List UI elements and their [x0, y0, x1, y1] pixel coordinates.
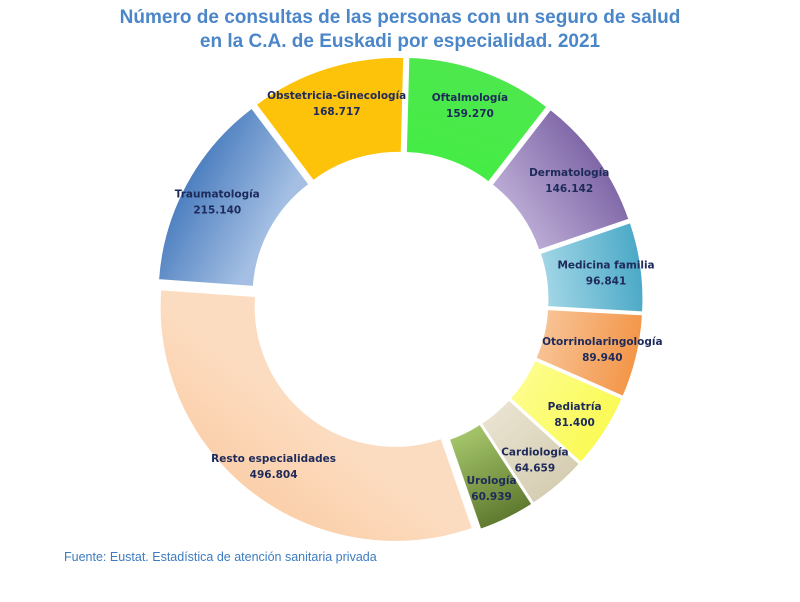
slice-traumatologia: [158, 107, 310, 287]
slice-obstetricia-ginecologia: [255, 56, 405, 182]
slice-value-otorrinolaringologia: 89.940: [582, 352, 623, 364]
slice-pediatria: [509, 359, 623, 463]
slice-label-resto-especialidades: Resto especialidades: [211, 453, 336, 465]
slice-label-dermatologia: Dermatología: [529, 167, 609, 179]
slice-label-medicina-familia: Medicina familia: [557, 260, 654, 272]
slice-label-urologia: Urología: [467, 475, 517, 487]
slice-medicina-familia: [539, 222, 644, 313]
slice-value-urologia: 60.939: [471, 491, 512, 503]
donut-labels: Oftalmología 159.270 Dermatología 146.142 Me…: [175, 90, 663, 503]
slice-cardiologia: [480, 399, 580, 504]
slice-label-cardiologia: Cardiología: [501, 446, 568, 458]
slice-otorrinolaringologia: [535, 309, 643, 397]
slice-resto-especialidades: [159, 289, 473, 542]
slice-dermatologia: [491, 108, 630, 251]
slice-value-pediatria: 81.400: [554, 417, 595, 429]
slice-value-dermatologia: 146.142: [545, 183, 593, 195]
slice-label-pediatria: Pediatría: [548, 401, 602, 413]
donut-slices: [158, 56, 644, 542]
slice-oftalmologia: [405, 57, 548, 183]
chart-title: Número de consultas de las personas con …: [0, 6, 800, 54]
slice-value-oftalmologia: 159.270: [446, 108, 494, 120]
slice-label-otorrinolaringologia: Otorrinolaringología: [542, 336, 662, 348]
chart-title-line-1: Número de consultas de las personas con …: [119, 7, 681, 28]
source-note: Fuente: Eustat. Estadística de atención …: [64, 550, 377, 564]
slice-value-traumatologia: 215.140: [193, 205, 241, 217]
slice-label-oftalmologia: Oftalmología: [432, 92, 508, 104]
chart-title-line-2: en la C.A. de Euskadi por especialidad. …: [199, 31, 601, 52]
slice-value-obstetricia-ginecologia: 168.717: [313, 106, 361, 118]
slice-label-traumatologia: Traumatología: [175, 189, 260, 201]
slice-label-obstetricia-ginecologia: Obstetricia-Ginecología: [267, 90, 406, 102]
slice-urologia: [448, 423, 533, 530]
slice-value-resto-especialidades: 496.804: [250, 469, 298, 481]
slice-value-medicina-familia: 96.841: [586, 276, 627, 288]
slice-value-cardiologia: 64.659: [515, 462, 556, 474]
